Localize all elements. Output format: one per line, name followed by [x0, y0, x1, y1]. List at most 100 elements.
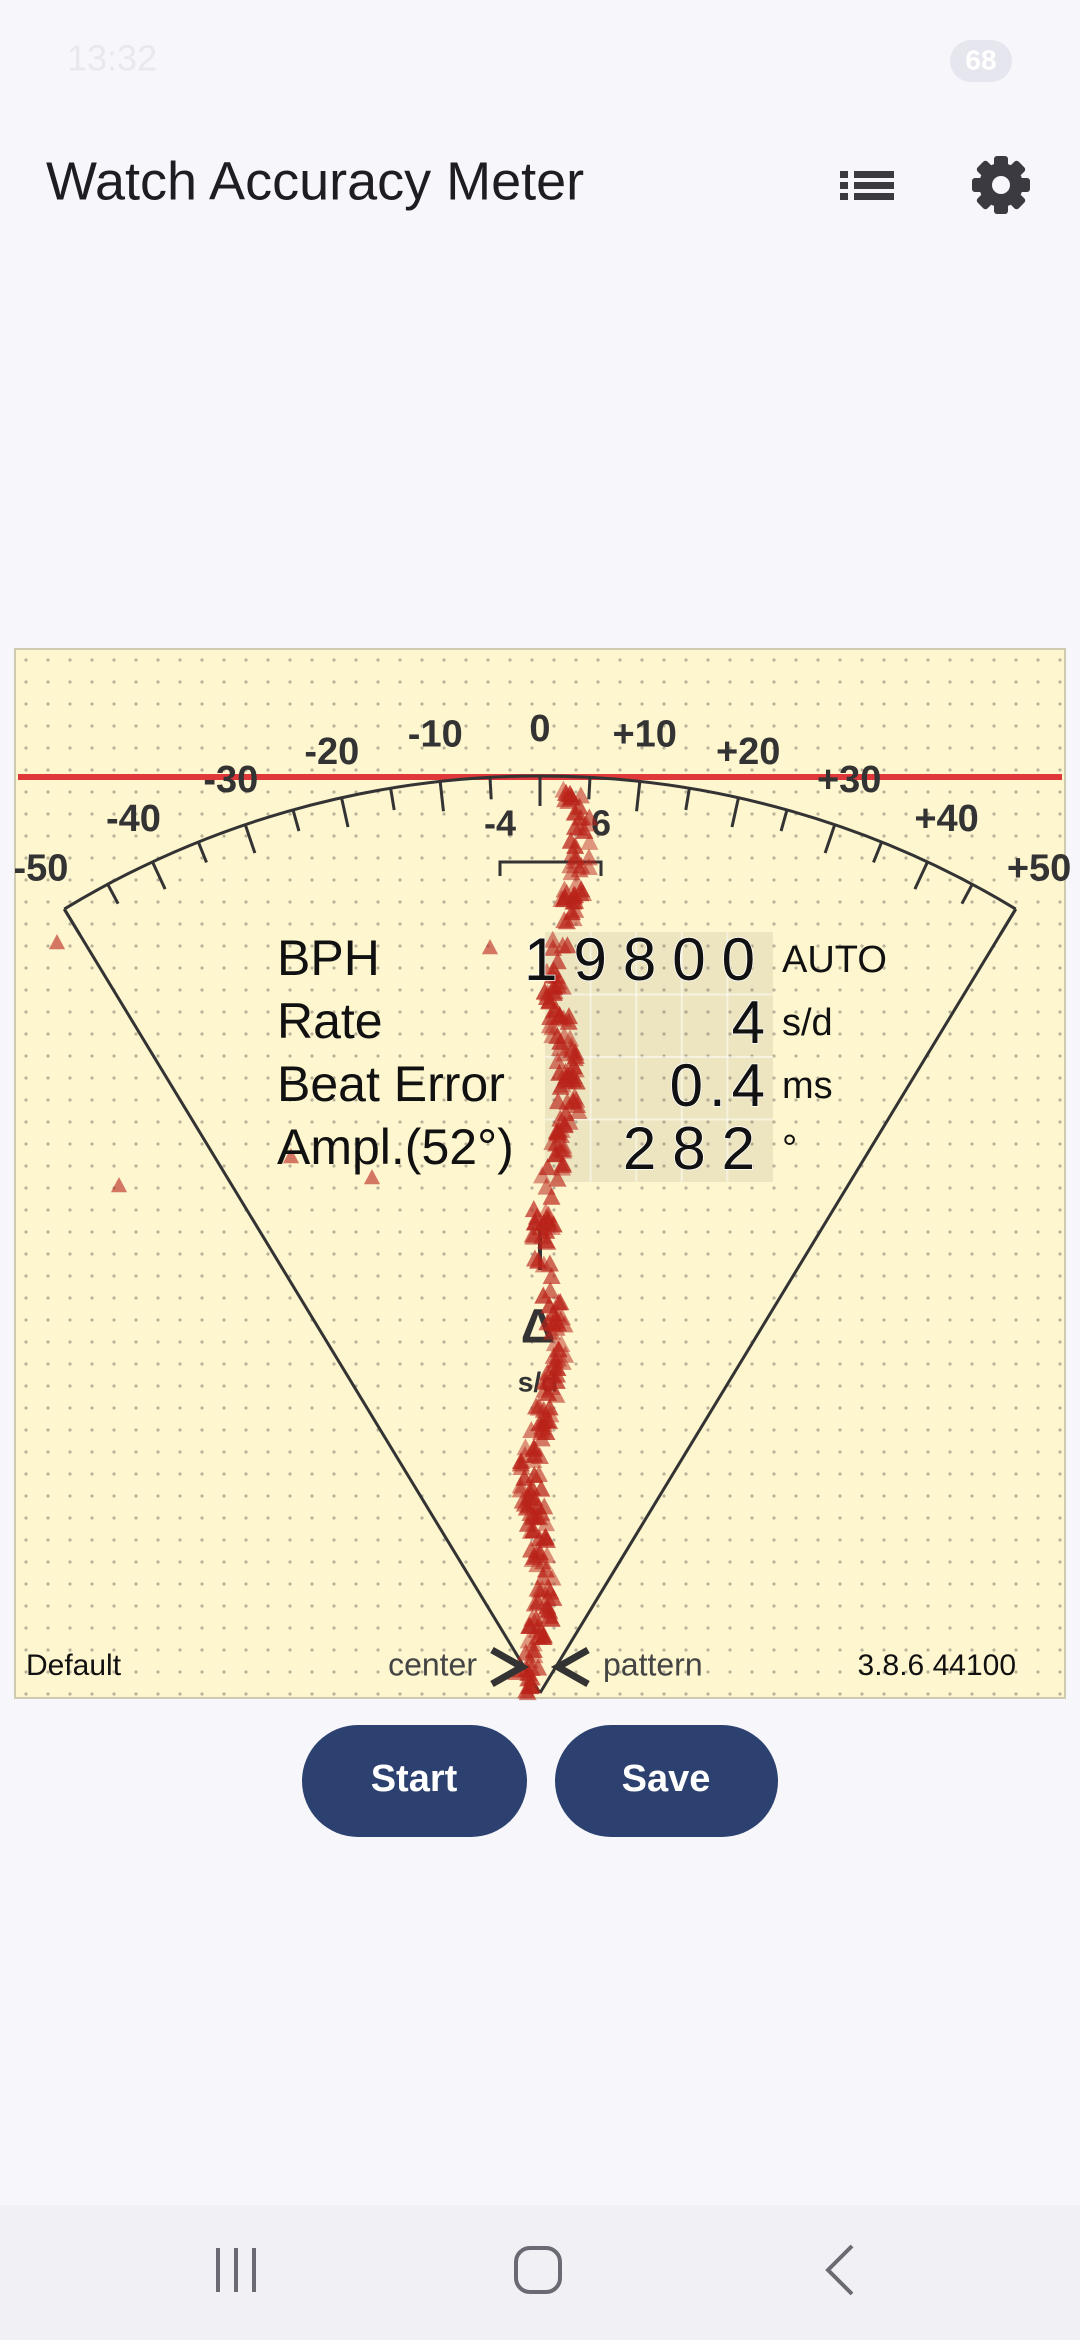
trace-mark [570, 818, 589, 836]
trace-mark [538, 1158, 557, 1176]
trace-mark [557, 912, 576, 930]
trace-mark [48, 934, 66, 950]
window-low: -4 [484, 803, 516, 844]
readout-unit: ° [782, 1128, 797, 1170]
dial-tick [389, 788, 396, 811]
trace-mark [559, 1007, 578, 1025]
trace-mark [523, 1550, 542, 1568]
trace-mark [530, 1529, 549, 1547]
dial-arc [63, 774, 1017, 911]
readout-value: 282 [623, 1115, 771, 1182]
pattern-chevron [550, 1646, 590, 1688]
readout-value: 0.4 [670, 1052, 771, 1119]
sector-left [63, 908, 542, 1694]
trace-mark [532, 1479, 551, 1497]
trace-mark [529, 1658, 548, 1676]
trace-mark [555, 880, 574, 898]
trace-mark [528, 1579, 547, 1597]
trace-mark [579, 848, 598, 866]
home-button[interactable] [514, 2246, 562, 2294]
trace-mark [523, 1609, 542, 1627]
trace-mark [555, 1026, 574, 1044]
readout-unit: AUTO [782, 939, 887, 981]
trace-mark [523, 1506, 542, 1524]
trace-mark [580, 808, 599, 826]
trace-mark [481, 939, 499, 955]
meter-panel: -50-40-30-20 -10 0 +10 +20+30+40+50-4 6Δs/dBP… [13, 648, 1071, 1701]
pattern-label: pattern [603, 1646, 703, 1682]
trace-mark [545, 982, 564, 1000]
trace-mark [520, 1651, 539, 1669]
scale-label: -50 [13, 848, 68, 890]
trace-mark [539, 1600, 558, 1618]
dial-tick [488, 777, 493, 800]
dial-tick [635, 781, 642, 812]
trace-mark [555, 1116, 574, 1134]
dial-tick [913, 861, 929, 890]
app-title: Watch Accuracy Meter [46, 151, 584, 211]
trace-mark [559, 1071, 578, 1089]
trace-mark [542, 1187, 561, 1205]
trace-mark [516, 1445, 535, 1463]
readout-unit: s/d [782, 1002, 833, 1044]
scale-label: -30 [203, 759, 258, 801]
trace-mark [512, 1457, 531, 1475]
scale-label: -20 [304, 731, 359, 773]
trace-mark [540, 1398, 559, 1416]
battery-level: 68 [965, 44, 996, 75]
dial-tick [340, 797, 350, 828]
readout-value: 4 [732, 989, 771, 1056]
trace-mark [561, 1029, 580, 1047]
trace-mark [538, 1589, 557, 1607]
settings-button[interactable] [972, 156, 1030, 214]
dial-tick [730, 797, 740, 828]
trace-mark [527, 1207, 546, 1225]
history-button[interactable] [840, 171, 894, 200]
trace-mark [543, 1026, 562, 1044]
status-time: 13:32 [67, 38, 157, 79]
trace-mark [580, 832, 599, 850]
readout-unit: ms [782, 1065, 833, 1107]
profile-name: Default [26, 1649, 122, 1682]
dial-tick [779, 809, 789, 832]
scale-label: -40 [106, 798, 161, 840]
center-chevron [490, 1646, 530, 1688]
trace-mark [515, 1468, 534, 1486]
recents-button[interactable] [216, 2248, 256, 2292]
trace-mark [530, 1543, 549, 1561]
trace-mark [547, 966, 566, 984]
save-label: Save [622, 1758, 711, 1800]
center-label: center [388, 1646, 477, 1682]
trace-mark [523, 1225, 542, 1243]
scale-label: +30 [817, 759, 881, 801]
trace-mark [547, 1134, 566, 1152]
version-label: 3.8.6 44100 [858, 1649, 1016, 1682]
trace-mark [542, 1267, 561, 1285]
scale-label: +10 [612, 714, 676, 756]
readout-value: 19800 [524, 926, 771, 993]
scale-label: -10 [408, 714, 463, 756]
trace-mark [363, 1169, 381, 1185]
dial-tick [151, 861, 167, 890]
readout-label: BPH [277, 930, 380, 986]
dial-tick [587, 777, 592, 800]
trace-mark [541, 1405, 560, 1423]
trace-mark [570, 797, 589, 815]
dial-tick [998, 908, 1017, 936]
trace-mark [530, 1396, 549, 1414]
trace-mark [550, 1038, 569, 1056]
trace-mark [538, 1363, 557, 1381]
trace-mark [537, 988, 556, 1006]
trace-mark [530, 1447, 549, 1465]
save-button[interactable]: Save [555, 1725, 778, 1837]
trace-mark [540, 1016, 559, 1034]
dial-tick [243, 824, 257, 854]
start-button[interactable]: Start [302, 1725, 527, 1837]
trace-mark [513, 1491, 532, 1509]
trace-mark [537, 1514, 556, 1532]
trace-mark [540, 1296, 559, 1314]
back-button[interactable] [825, 2244, 854, 2296]
trace-mark [536, 1202, 555, 1220]
